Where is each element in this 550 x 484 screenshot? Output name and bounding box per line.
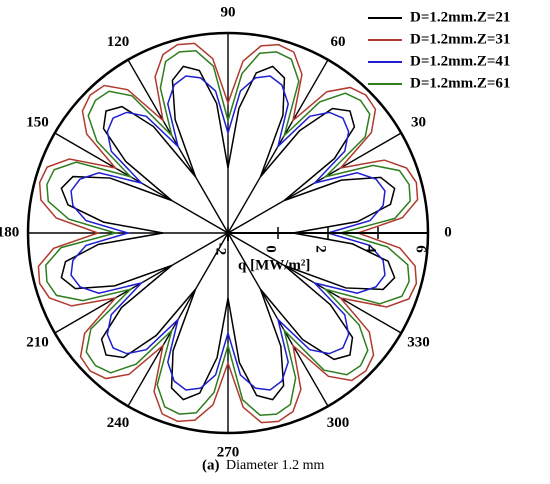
r-tick-label: -2 — [213, 243, 229, 256]
r-tick-label: 6 — [413, 245, 429, 253]
legend-label: D=1.2mm.Z=61 — [410, 75, 510, 91]
caption: Diameter 1.2 mm — [226, 458, 324, 473]
legend-label: D=1.2mm.Z=31 — [410, 31, 510, 47]
theta-tick-label: 270 — [217, 444, 240, 460]
series-line — [60, 65, 396, 401]
theta-tick-label: 330 — [407, 334, 430, 350]
theta-tick-label: 90 — [221, 4, 236, 20]
theta-tick-label: 60 — [331, 34, 346, 50]
legend-label: D=1.2mm.Z=21 — [410, 9, 510, 25]
theta-tick-label: 30 — [411, 114, 426, 130]
series-line — [37, 42, 419, 424]
theta-tick-label: 150 — [26, 114, 49, 130]
legend-label: D=1.2mm.Z=41 — [410, 53, 510, 69]
theta-tick-label: 0 — [444, 224, 452, 240]
theta-tick-label: 210 — [26, 334, 49, 350]
theta-tick-label: 300 — [327, 415, 350, 431]
r-tick-label: 4 — [363, 245, 379, 253]
theta-tick-label: 240 — [107, 415, 130, 431]
caption-label: (a) — [202, 457, 220, 473]
series-line — [45, 50, 411, 416]
r-tick-label: 2 — [313, 245, 329, 253]
r-tick-label: 0 — [263, 245, 279, 253]
radial-axis-title: q [MW/m²] — [238, 257, 310, 273]
theta-tick-label: 180 — [0, 224, 19, 240]
series-line — [70, 75, 386, 391]
theta-tick-label: 120 — [107, 34, 130, 50]
